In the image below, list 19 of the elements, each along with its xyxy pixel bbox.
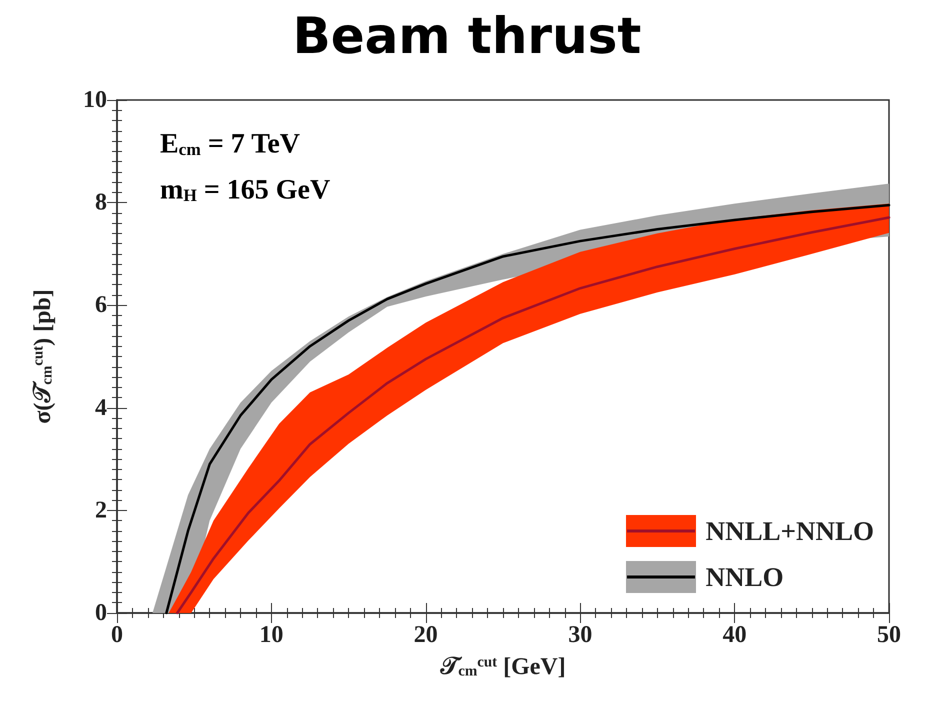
x-tick-label: 50 <box>877 622 901 648</box>
annotation: mH = 165 GeV <box>160 174 330 206</box>
y-tick-label: 2 <box>95 497 107 524</box>
x-axis-title: 𝒯cmcut [GeV] <box>439 654 566 680</box>
y-tick-label: 6 <box>95 292 107 318</box>
y-tick-label: 4 <box>95 394 107 421</box>
y-tick-label: 8 <box>95 190 107 216</box>
x-tick-label: 40 <box>722 622 747 648</box>
legend-label: NNLO <box>706 562 784 592</box>
annotation: Ecm = 7 TeV <box>160 128 300 160</box>
x-tick-label: 10 <box>259 622 284 648</box>
legend-label: NNLL+NNLO <box>706 516 874 546</box>
x-tick-label: 0 <box>111 622 123 648</box>
y-tick-label: 10 <box>83 87 107 113</box>
y-axis-title: σ(𝒯cmcut) [pb] <box>30 289 56 424</box>
y-tick-label: 0 <box>95 600 107 626</box>
x-tick-label: 30 <box>568 622 592 648</box>
chart-title: Beam thrust <box>292 7 642 65</box>
x-tick-label: 20 <box>414 622 438 648</box>
